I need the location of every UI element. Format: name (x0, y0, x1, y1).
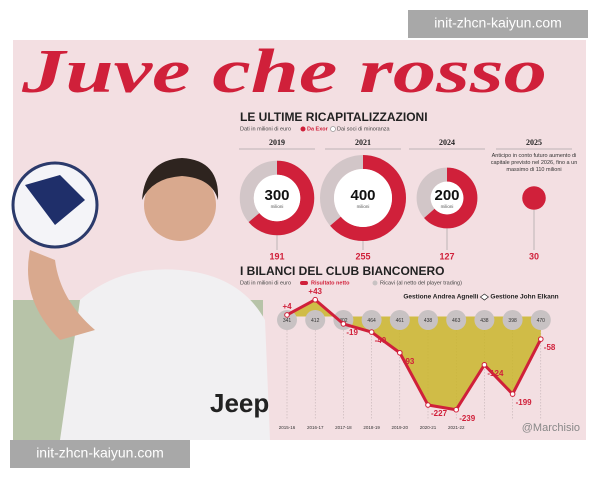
legend-swatch (372, 280, 378, 286)
era-label: Gestione John Elkann (490, 294, 558, 301)
subtitle: Dati in milioni di euro (240, 126, 291, 132)
donut-exor (416, 167, 478, 229)
net-point (481, 362, 488, 368)
revenue-label: 470 (537, 318, 546, 324)
season-label: 2021-22 (448, 425, 465, 430)
era-label: Gestione Andrea Agnelli (403, 294, 478, 301)
revenue-bubble (474, 310, 495, 330)
net-point (312, 296, 319, 303)
donut-unit: milioni (441, 204, 454, 209)
legend-swatch (300, 281, 308, 285)
net-label: +43 (308, 287, 322, 296)
donut-exor (239, 160, 315, 236)
revenue-bubble (305, 310, 326, 330)
net-point (340, 321, 347, 327)
watermark: init-zhcn-kaiyun.com (36, 445, 164, 461)
donut-hole (430, 181, 464, 215)
title: Juve che rosso (21, 38, 547, 106)
revenue-bubble (446, 310, 467, 330)
net-label: -199 (516, 398, 533, 407)
net-point (425, 402, 431, 408)
photo: Jeep (11, 158, 270, 440)
net-line (286, 298, 543, 412)
donut-hole (253, 174, 301, 222)
season-label: 2020-21 (420, 425, 437, 430)
net-label: -93 (403, 357, 415, 366)
net-label: -239 (459, 414, 476, 423)
watermark-box (10, 440, 190, 468)
revenue-label: 438 (424, 318, 433, 324)
revenue-bubble (418, 310, 438, 330)
legend-label: Risultato netto (311, 280, 350, 286)
note: Anticipo in conto futuro aumento di capi… (490, 153, 578, 173)
legend-label: Da Exor (307, 126, 329, 132)
note-box: Anticipo in conto futuro aumento di capi… (490, 153, 578, 173)
net-point (284, 312, 290, 318)
donut-value: 300 (264, 187, 289, 204)
exor-value: 255 (355, 251, 370, 261)
legend-label: Dai soci di minoranza (337, 126, 391, 132)
year-label: 2021 (355, 138, 371, 147)
net-point (368, 329, 375, 335)
season-label: 2015-16 (279, 425, 296, 430)
legend-swatch (300, 126, 306, 132)
donut-value: 400 (350, 187, 375, 204)
revenue-bubble (502, 310, 523, 330)
revenue-label: 412 (311, 318, 320, 324)
donut-unit: milioni (357, 204, 370, 209)
subtitle: Dati in milioni di euro (240, 280, 291, 286)
shirt-text: Jeep (210, 388, 269, 418)
donut-hole (334, 169, 392, 227)
net-point (397, 349, 403, 356)
net-label: -124 (487, 369, 504, 378)
net-point (538, 336, 544, 342)
donut-unit: milioni (271, 204, 284, 209)
watermark: init-zhcn-kaiyun.com (434, 15, 562, 31)
exor-value: 127 (439, 251, 454, 261)
year-label: 2019 (269, 138, 285, 147)
revenue-bubble (361, 310, 382, 330)
year-label: 2025 (526, 138, 542, 147)
exor-dot (522, 186, 546, 210)
net-label: -19 (346, 328, 358, 337)
exor-value: 30 (529, 251, 539, 261)
section-title: LE ULTIME RICAPITALIZZAZIONI (240, 110, 428, 124)
exor-value: 191 (269, 251, 284, 261)
revenue-label: 402 (339, 318, 348, 324)
net-label: +4 (282, 302, 292, 311)
net-area (287, 299, 541, 410)
donut-value: 200 (434, 187, 459, 204)
legend-label: Ricavi (al netto del player trading) (380, 280, 462, 286)
revenue-label: 461 (396, 318, 405, 324)
net-label: -58 (544, 343, 556, 352)
revenue-label: 463 (452, 318, 461, 324)
section-title: I BILANCI DEL CLUB BIANCONERO (240, 264, 444, 278)
net-point (453, 406, 460, 413)
net-point (509, 391, 516, 397)
watermark-box (408, 10, 588, 38)
era-divider (479, 293, 489, 301)
year-label: 2024 (439, 138, 455, 147)
net-label: -227 (431, 409, 448, 418)
revenue-bubble (389, 310, 410, 330)
revenue-label: 438 (480, 318, 489, 324)
season-label: 2019-20 (392, 425, 409, 430)
watermark: @Marchisio (522, 422, 580, 434)
revenue-bubble (530, 310, 551, 330)
revenue-bubble (277, 310, 297, 330)
legend-swatch (330, 126, 336, 132)
net-label: -40 (375, 336, 387, 345)
season-label: 2018-19 (363, 425, 380, 430)
season-label: 2016-17 (307, 425, 324, 430)
revenue-label: 464 (367, 318, 376, 324)
season-label: 2017-18 (335, 425, 352, 430)
revenue-label: 341 (283, 318, 292, 324)
revenue-label: 398 (508, 318, 517, 324)
donut-exor (320, 155, 406, 241)
